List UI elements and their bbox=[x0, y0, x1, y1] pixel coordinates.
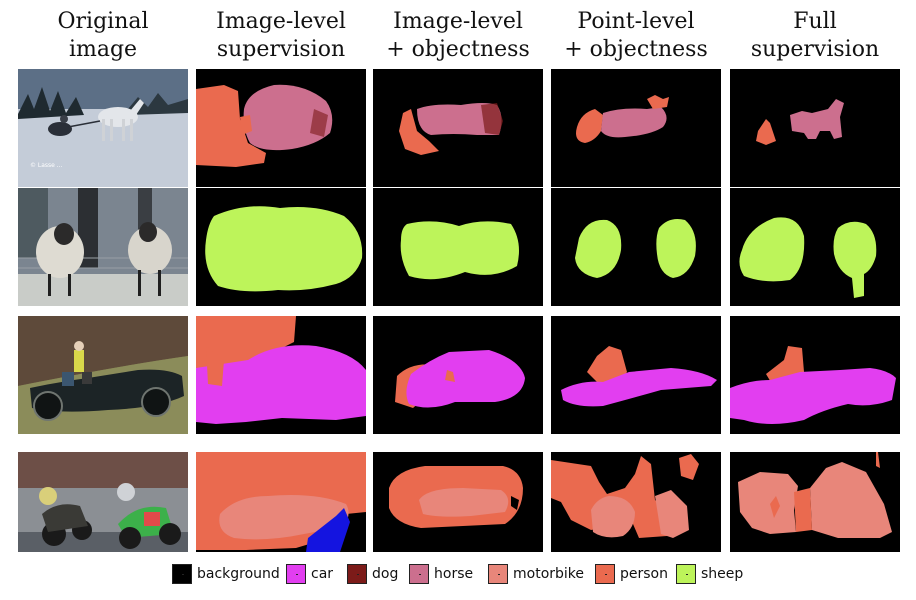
class-legend: background car dog horse motorbike perso… bbox=[172, 563, 752, 585]
seg-horse-full bbox=[730, 69, 900, 187]
seg-sheep-image-level bbox=[196, 188, 366, 306]
legend-swatch bbox=[595, 564, 615, 584]
seg-motorbike-full bbox=[730, 452, 900, 570]
legend-label: person bbox=[620, 566, 668, 582]
legend-background: background bbox=[172, 563, 280, 585]
seg-car-objectness bbox=[373, 316, 543, 434]
legend-swatch bbox=[172, 564, 192, 584]
header-image-level-supervision: Image-level supervision bbox=[216, 9, 346, 62]
legend-label: horse bbox=[434, 566, 474, 582]
legend-label: sheep bbox=[701, 566, 744, 582]
legend-horse: horse bbox=[409, 563, 473, 585]
seg-sheep-full bbox=[730, 188, 900, 306]
seg-horse-point-level bbox=[551, 69, 721, 187]
seg-motorbike-image-level bbox=[196, 452, 366, 570]
legend-car: car bbox=[286, 563, 333, 585]
legend-swatch bbox=[347, 564, 367, 584]
header-point-level-objectness: Point-level + objectness bbox=[564, 9, 708, 62]
photo-horse-sled: © Lasse ... bbox=[18, 69, 188, 187]
legend-label: background bbox=[197, 566, 280, 582]
header-original-image: Original image bbox=[57, 9, 149, 62]
seg-car-image-level bbox=[196, 316, 366, 434]
legend-swatch bbox=[676, 564, 696, 584]
legend-label: car bbox=[311, 566, 334, 582]
photo-watermark: © Lasse ... bbox=[30, 162, 63, 169]
seg-horse-objectness bbox=[373, 69, 543, 187]
legend-swatch bbox=[409, 564, 429, 584]
legend-person: person bbox=[595, 563, 668, 585]
legend-swatch bbox=[488, 564, 508, 584]
photo-sheep-pair bbox=[18, 188, 188, 306]
header-image-level-objectness: Image-level + objectness bbox=[386, 9, 530, 62]
legend-swatch bbox=[286, 564, 306, 584]
legend-label: dog bbox=[372, 566, 399, 582]
seg-motorbike-point-level bbox=[551, 452, 721, 570]
seg-car-point-level bbox=[551, 316, 721, 434]
legend-sheep: sheep bbox=[676, 563, 743, 585]
legend-label: motorbike bbox=[513, 566, 585, 582]
photo-vintage-car bbox=[18, 316, 188, 434]
legend-dog: dog bbox=[347, 563, 398, 585]
photo-motorbike-race bbox=[18, 452, 188, 570]
seg-sheep-objectness bbox=[373, 188, 543, 306]
seg-motorbike-objectness bbox=[373, 452, 543, 570]
seg-horse-image-level bbox=[196, 69, 366, 187]
header-full-supervision: Full supervision bbox=[750, 9, 880, 62]
seg-car-full bbox=[730, 316, 900, 434]
seg-sheep-point-level bbox=[551, 188, 721, 306]
legend-motorbike: motorbike bbox=[488, 563, 584, 585]
